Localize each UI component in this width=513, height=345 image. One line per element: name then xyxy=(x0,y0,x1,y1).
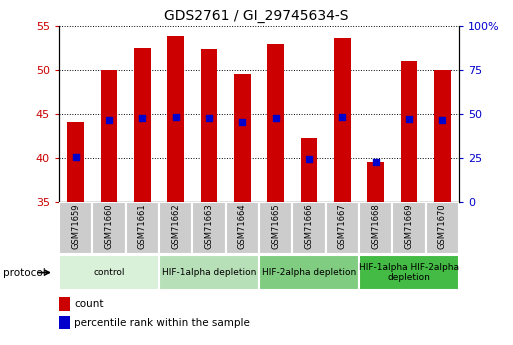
Text: GSM71661: GSM71661 xyxy=(138,204,147,249)
Bar xyxy=(434,70,451,202)
Bar xyxy=(201,49,218,202)
FancyBboxPatch shape xyxy=(392,202,426,254)
Text: GSM71670: GSM71670 xyxy=(438,204,447,249)
Bar xyxy=(301,138,318,202)
FancyBboxPatch shape xyxy=(192,202,226,254)
FancyBboxPatch shape xyxy=(326,202,359,254)
Point xyxy=(71,154,80,160)
Text: GSM71660: GSM71660 xyxy=(105,204,113,249)
FancyBboxPatch shape xyxy=(159,202,192,254)
Text: HIF-1alpha depletion: HIF-1alpha depletion xyxy=(162,268,256,277)
Point xyxy=(338,115,346,120)
Text: HIF-1alpha HIF-2alpha
depletion: HIF-1alpha HIF-2alpha depletion xyxy=(359,263,459,282)
Text: control: control xyxy=(93,268,125,277)
FancyBboxPatch shape xyxy=(59,202,92,254)
Point xyxy=(438,117,446,123)
Text: GSM71662: GSM71662 xyxy=(171,204,180,249)
Bar xyxy=(59,297,70,310)
FancyBboxPatch shape xyxy=(426,202,459,254)
Text: GSM71663: GSM71663 xyxy=(205,204,213,249)
Text: GSM71667: GSM71667 xyxy=(338,204,347,249)
Point xyxy=(305,156,313,161)
FancyBboxPatch shape xyxy=(359,255,459,290)
FancyBboxPatch shape xyxy=(292,202,326,254)
FancyBboxPatch shape xyxy=(126,202,159,254)
Point xyxy=(238,119,246,125)
Point xyxy=(271,116,280,121)
Bar xyxy=(134,48,151,202)
Text: GDS2761 / GI_29745634-S: GDS2761 / GI_29745634-S xyxy=(164,9,349,23)
FancyBboxPatch shape xyxy=(359,202,392,254)
Point xyxy=(171,115,180,120)
Bar xyxy=(367,162,384,202)
Bar xyxy=(101,70,117,202)
Text: GSM71659: GSM71659 xyxy=(71,204,80,249)
Text: GSM71668: GSM71668 xyxy=(371,204,380,249)
Text: protocol: protocol xyxy=(3,268,45,277)
FancyBboxPatch shape xyxy=(59,255,159,290)
Point xyxy=(205,116,213,121)
Text: GSM71665: GSM71665 xyxy=(271,204,280,249)
FancyBboxPatch shape xyxy=(226,202,259,254)
Text: count: count xyxy=(74,299,104,308)
FancyBboxPatch shape xyxy=(159,255,259,290)
Text: GSM71669: GSM71669 xyxy=(405,204,413,249)
Text: HIF-2alpha depletion: HIF-2alpha depletion xyxy=(262,268,356,277)
Point xyxy=(138,116,147,121)
Point xyxy=(371,159,380,165)
FancyBboxPatch shape xyxy=(259,255,359,290)
FancyBboxPatch shape xyxy=(92,202,126,254)
Point xyxy=(105,117,113,123)
FancyBboxPatch shape xyxy=(259,202,292,254)
Bar xyxy=(167,37,184,202)
Bar xyxy=(67,122,84,202)
Text: GSM71666: GSM71666 xyxy=(305,204,313,249)
Text: GSM71664: GSM71664 xyxy=(238,204,247,249)
Point xyxy=(405,116,413,122)
Bar xyxy=(267,45,284,202)
Bar xyxy=(234,74,251,202)
Text: percentile rank within the sample: percentile rank within the sample xyxy=(74,318,250,327)
Bar xyxy=(59,316,70,329)
Bar xyxy=(401,61,418,202)
Bar xyxy=(334,38,351,202)
